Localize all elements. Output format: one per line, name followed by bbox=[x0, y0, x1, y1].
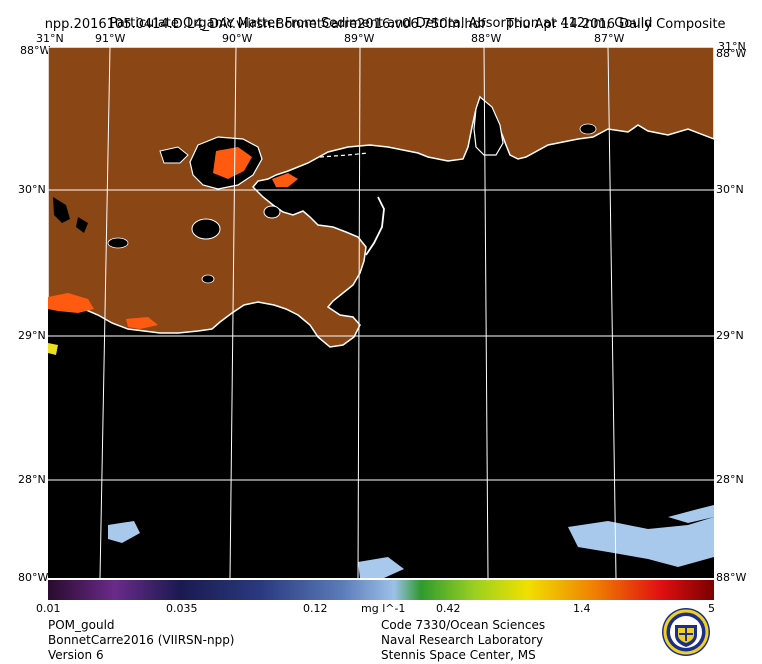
high-concentration-patch bbox=[48, 343, 58, 355]
lon-label-89w: 89°W bbox=[344, 32, 375, 45]
header-filename-line: npp.2016105.0414.D.L4_DAY.viirsn.BonnetC… bbox=[0, 2, 762, 32]
barrier-island-chain bbox=[365, 196, 385, 256]
colorbar-tick-5: 5 bbox=[708, 602, 715, 615]
lat-label-30n-left: 30°N bbox=[18, 183, 46, 196]
header-filename: npp.2016105.0414.D.L4_DAY.viirsn.BonnetC… bbox=[44, 17, 486, 32]
footer-code: Code 7330/Ocean Sciences bbox=[381, 618, 546, 632]
lat-label-28n-left: 28°N bbox=[18, 473, 46, 486]
lat-label-29n-right: 29°N bbox=[716, 329, 744, 342]
inland-lake bbox=[579, 123, 597, 135]
high-concentration-patch bbox=[48, 293, 94, 313]
high-concentration-patch bbox=[272, 173, 298, 187]
footer-location: Stennis Space Center, MS bbox=[381, 648, 536, 662]
inland-lake bbox=[263, 205, 281, 219]
nrl-seal-logo bbox=[662, 608, 710, 656]
barrier-island-chain bbox=[319, 152, 369, 158]
meridian-88w bbox=[483, 47, 489, 578]
meridian-87w bbox=[607, 47, 617, 578]
inland-lake bbox=[201, 274, 215, 284]
header-product: Particulate Organic Matter From Sediment… bbox=[109, 16, 653, 31]
colorbar-gradient bbox=[48, 580, 714, 600]
corner-label-top-right: 31°N bbox=[718, 40, 746, 53]
inland-lake bbox=[76, 217, 88, 233]
meridian-91w bbox=[99, 47, 111, 578]
footer-version: Version 6 bbox=[48, 648, 104, 662]
low-concentration-patch bbox=[668, 505, 714, 523]
high-concentration-patch bbox=[126, 317, 158, 329]
inland-lake bbox=[107, 237, 129, 249]
low-concentration-patch bbox=[108, 521, 140, 543]
colorbar-unit: mg l^-1 bbox=[361, 602, 406, 615]
lake-maurepas bbox=[159, 146, 189, 164]
graticule bbox=[48, 47, 714, 578]
corner-label-top-left: 31°N bbox=[36, 32, 64, 45]
colorbar bbox=[48, 580, 714, 600]
lon-label-87w: 87°W bbox=[594, 32, 625, 45]
footer-region: BonnetCarre2016 (VIIRSN-npp) bbox=[48, 633, 235, 647]
lat-label-29n-left: 29°N bbox=[18, 329, 46, 342]
lon-label-88w: 88°W bbox=[471, 32, 502, 45]
map-panel bbox=[48, 47, 714, 578]
corner-label-bottom-left: 80°W bbox=[18, 571, 49, 584]
low-concentration-patch bbox=[568, 517, 714, 567]
colorbar-tick-1: 0.035 bbox=[166, 602, 198, 615]
corner-label-bottom-right: 88°W bbox=[716, 571, 747, 584]
lat-label-30n-right: 30°N bbox=[716, 183, 744, 196]
lon-label-91w: 91°W bbox=[95, 32, 126, 45]
high-concentration-patch bbox=[213, 147, 252, 179]
footer-product-name: POM_gould bbox=[48, 618, 115, 632]
low-concentration-patch bbox=[358, 557, 404, 578]
colorbar-tick-2: 0.12 bbox=[303, 602, 328, 615]
mobile-bay bbox=[473, 95, 504, 156]
corner-label-left-top: 88°W bbox=[20, 44, 51, 57]
corner-label-right-top: 88°W bbox=[716, 47, 747, 60]
meridian-90w bbox=[229, 47, 237, 578]
colorbar-tick-4: 1.4 bbox=[573, 602, 591, 615]
land-mass bbox=[48, 47, 714, 348]
inland-lake bbox=[53, 197, 70, 223]
colorbar-tick-0: 0.01 bbox=[36, 602, 61, 615]
inland-lake bbox=[191, 218, 221, 240]
header-date: Thu Apr 14 2016 Daily Composite bbox=[506, 17, 726, 32]
colorbar-tick-3: 0.42 bbox=[436, 602, 461, 615]
meridian-89w bbox=[357, 47, 361, 578]
lat-label-28n-right: 28°N bbox=[716, 473, 744, 486]
footer-lab: Naval Research Laboratory bbox=[381, 633, 544, 647]
lon-label-90w: 90°W bbox=[222, 32, 253, 45]
